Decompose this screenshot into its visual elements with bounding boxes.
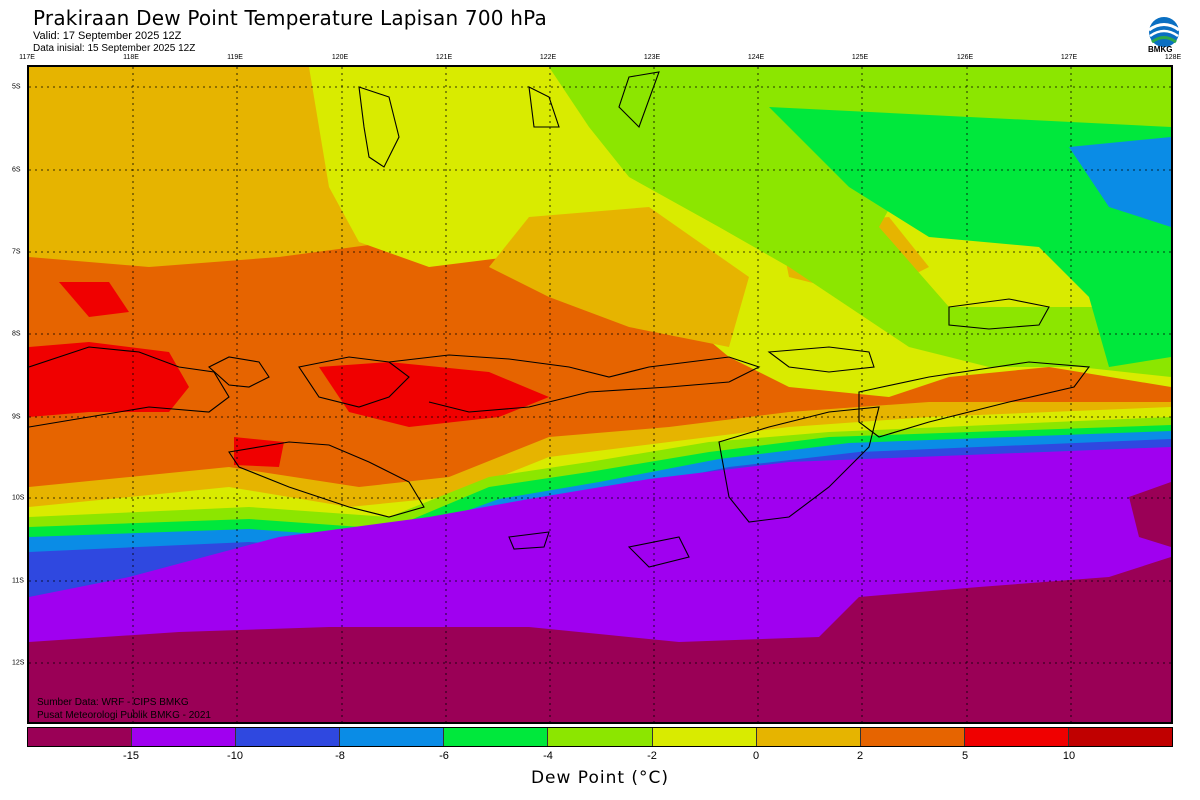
lat-label: 8S [12, 330, 21, 338]
lon-label: 124E [747, 54, 765, 61]
coast-alor [767, 346, 875, 373]
colorbar-tick: -4 [543, 750, 553, 762]
lon-label: 119E [227, 54, 243, 61]
lat-label: 7S [12, 248, 21, 256]
valid-time: Valid: 17 September 2025 12Z [33, 30, 182, 42]
colorbar-swatch [964, 728, 1069, 746]
colorbar-swatch [340, 728, 445, 746]
coast-rote [627, 536, 690, 568]
graticule [29, 67, 1171, 722]
colorbar-tick: -6 [439, 750, 449, 762]
coast-north-island [528, 86, 560, 128]
coast-bali [29, 346, 230, 428]
colorbar-tick: 10 [1062, 750, 1076, 762]
lon-label: 118E [123, 54, 139, 61]
colorbar [27, 727, 1173, 747]
contour-band-red-sumba [234, 437, 284, 467]
colorbar-swatch [860, 728, 965, 746]
colorbar-swatch [652, 728, 757, 746]
lon-label: 128E [1164, 54, 1182, 61]
colorbar-tick: 0 [752, 750, 760, 762]
lat-label: 11S [12, 577, 24, 585]
colorbar-swatch [1068, 728, 1173, 746]
lat-label: 10S [12, 494, 25, 502]
colorbar-swatch [28, 728, 133, 746]
publisher-credit: Pusat Meteorologi Publik BMKG - 2021 [37, 710, 211, 721]
coast-raijua [508, 531, 550, 550]
contour-band-amber-mid [489, 207, 749, 347]
lon-label: 123E [643, 54, 661, 61]
contour-band-magenta [29, 557, 1171, 722]
contour-band-lightgreen [549, 67, 1171, 377]
colorbar-tick: -8 [335, 750, 345, 762]
coast-buton [618, 71, 660, 128]
coast-sumba [228, 441, 425, 518]
dew-point-map[interactable]: Sumber Data: WRF - CIPS BMKG Pusat Meteo… [27, 65, 1173, 724]
lon-label: 121E [435, 54, 453, 61]
lat-label: 5S [12, 83, 21, 91]
coast-wetar [948, 298, 1050, 330]
contour-band-red-lombok [319, 362, 549, 427]
lon-label: 117E [19, 54, 35, 61]
colorbar-swatch [548, 728, 653, 746]
colorbar-tick: 5 [961, 750, 969, 762]
lon-label: 127E [1060, 54, 1078, 61]
colorbar-swatch [756, 728, 861, 746]
lon-label: 122E [539, 54, 557, 61]
contour-band-green [769, 107, 1171, 367]
coast-selayar [358, 86, 400, 168]
colorbar-tick: -2 [647, 750, 657, 762]
map-title: Prakiraan Dew Point Temperature Lapisan … [33, 6, 547, 30]
data-source-credit: Sumber Data: WRF - CIPS BMKG [37, 697, 189, 708]
coast-small-island [208, 356, 270, 388]
lat-label: 9S [12, 413, 21, 421]
bmkg-logo-text: BMKG [1148, 45, 1173, 54]
contour-band-red-west [29, 342, 189, 417]
coast-timor [718, 406, 880, 523]
colorbar-tick: -10 [227, 750, 243, 762]
lat-label: 6S [12, 166, 21, 174]
contour-band-red-small [59, 282, 129, 317]
coast-lombok [298, 356, 410, 408]
colorbar-swatch [236, 728, 341, 746]
colorbar-tick: -15 [123, 750, 139, 762]
lon-label: 126E [956, 54, 974, 61]
lon-label: 120E [331, 54, 349, 61]
coast-sumbawa-flores [388, 354, 761, 413]
bmkg-logo [1148, 17, 1180, 47]
lat-label: 12S [12, 659, 25, 667]
colorbar-swatch [132, 728, 237, 746]
colorbar-tick: 2 [856, 750, 864, 762]
contour-field [29, 67, 1171, 722]
coast-timor-shallow [858, 361, 1091, 438]
colorbar-unit-label: Dew Point (°C) [530, 768, 670, 788]
init-time: Data inisial: 15 September 2025 12Z [33, 43, 196, 54]
colorbar-swatch [444, 728, 549, 746]
coastlines [29, 71, 1091, 568]
lon-label: 125E [851, 54, 869, 61]
contour-band-lightblue-east [1069, 137, 1171, 227]
